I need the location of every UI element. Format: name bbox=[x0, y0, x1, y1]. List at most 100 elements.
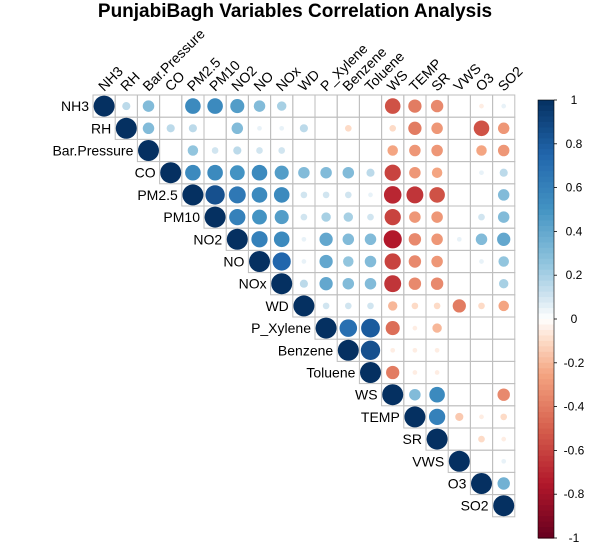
corr-circle-co-sr bbox=[431, 167, 443, 178]
corr-circle-co-no2 bbox=[229, 165, 245, 181]
legend-swatch bbox=[538, 351, 554, 358]
row-label-nh3: NH3 bbox=[61, 98, 89, 114]
corr-circle-wd-o3 bbox=[478, 302, 485, 310]
corr-circle-bar-pressure-pm10 bbox=[211, 147, 219, 154]
legend-swatch bbox=[538, 264, 554, 271]
column-labels: NH3RHBar.PressureCOPM2.5PM10NO2NONOxWDP_… bbox=[95, 25, 526, 94]
corr-circle-co-co bbox=[160, 162, 182, 184]
corr-circle-no2-wd bbox=[301, 236, 307, 242]
grid-cell bbox=[469, 316, 494, 340]
corr-circle-nh3-pm10 bbox=[207, 98, 223, 114]
legend-tick-label: -0.2 bbox=[564, 356, 585, 370]
corr-circle-co-o3 bbox=[479, 170, 484, 176]
grid-cell bbox=[469, 338, 494, 362]
row-label-bar-pressure: Bar.Pressure bbox=[52, 143, 133, 159]
row-label-nox: NOx bbox=[239, 276, 267, 292]
corr-circle-nh3-no2 bbox=[230, 99, 245, 114]
corr-circle-no2-benzene bbox=[342, 233, 355, 246]
corr-circle-nh3-o3 bbox=[479, 103, 484, 109]
corr-circle-co-toluene bbox=[366, 168, 375, 177]
legend-swatch bbox=[538, 357, 554, 364]
corr-circle-pm10-nox bbox=[274, 210, 289, 225]
legend-swatch bbox=[538, 406, 554, 413]
legend-swatch bbox=[538, 291, 554, 298]
corr-circle-p-xylene-benzene bbox=[339, 319, 358, 337]
grid-cell bbox=[492, 316, 516, 340]
corr-circle-no2-ws bbox=[383, 230, 402, 249]
corr-circle-co-nox bbox=[274, 165, 289, 180]
corr-circle-co-so2 bbox=[499, 168, 508, 177]
corr-circle-no-wd bbox=[301, 259, 307, 264]
corr-circle-rh-wd bbox=[299, 124, 308, 133]
corr-circle-nox-ws bbox=[384, 275, 402, 293]
legend-tick-label: -0.4 bbox=[564, 400, 585, 414]
legend-swatch bbox=[538, 275, 554, 282]
corr-circle-toluene-ws bbox=[386, 365, 400, 380]
corr-circle-pm2-5-temp bbox=[406, 186, 424, 204]
corr-circle-pm10-o3 bbox=[478, 213, 485, 221]
corr-circle-no2-sr bbox=[431, 233, 443, 246]
legend-swatch bbox=[538, 209, 554, 216]
row-label-toluene: Toluene bbox=[306, 365, 355, 381]
grid-cell bbox=[447, 360, 471, 385]
corr-circle-wd-wd bbox=[293, 295, 315, 317]
corr-circle-rh-nox bbox=[279, 125, 285, 131]
grid-cell bbox=[336, 138, 360, 163]
corr-circle-rh-pm2-5 bbox=[188, 124, 197, 133]
legend-swatch bbox=[538, 488, 554, 495]
row-label-so2: SO2 bbox=[461, 498, 489, 514]
corr-circle-pm2-5-no2 bbox=[228, 186, 246, 204]
corr-circle-no-p-xylene bbox=[319, 254, 333, 269]
legend-swatch bbox=[538, 417, 554, 424]
corr-circle-wd-p-xylene bbox=[322, 302, 330, 310]
legend-swatch bbox=[538, 132, 554, 139]
legend-swatch bbox=[538, 280, 554, 287]
legend-swatch bbox=[538, 455, 554, 462]
legend-tick-label: 0 bbox=[571, 312, 578, 326]
chart-title: PunjabiBagh Variables Correlation Analys… bbox=[98, 1, 492, 22]
corr-circle-benzene-sr bbox=[434, 347, 440, 353]
grid-cell bbox=[492, 360, 516, 385]
corr-circle-bar-pressure-ws bbox=[387, 145, 398, 156]
corr-circle-temp-sr bbox=[428, 408, 446, 426]
corr-circle-benzene-ws bbox=[390, 347, 396, 353]
corr-circle-no-sr bbox=[431, 255, 443, 268]
corr-circle-pm2-5-no bbox=[251, 187, 268, 203]
legend-swatch bbox=[538, 505, 554, 512]
legend-swatch bbox=[538, 472, 554, 479]
grid-cell bbox=[358, 116, 383, 140]
legend-swatch bbox=[538, 395, 554, 402]
legend-swatch bbox=[538, 532, 554, 539]
row-label-rh: RH bbox=[91, 120, 111, 136]
grid-cell bbox=[469, 449, 494, 473]
corr-circle-p-xylene-sr bbox=[432, 323, 442, 333]
corr-circle-nox-sr bbox=[430, 277, 444, 290]
corr-circle-co-p-xylene bbox=[320, 166, 332, 179]
corr-circle-no2-vws bbox=[456, 236, 462, 242]
corr-circle-nox-toluene bbox=[364, 277, 377, 290]
grid-layer bbox=[92, 94, 516, 518]
grid-cell bbox=[492, 338, 516, 362]
grid-cell bbox=[336, 94, 360, 118]
corr-circle-bar-pressure-sr bbox=[431, 144, 443, 157]
legend-swatch bbox=[538, 165, 554, 172]
grid-cell bbox=[447, 383, 471, 407]
corr-circle-ws-sr bbox=[429, 386, 445, 403]
legend-swatch bbox=[538, 143, 554, 150]
legend-swatch bbox=[538, 329, 554, 337]
corr-circle-sr-so2 bbox=[501, 436, 507, 442]
legend-swatch bbox=[538, 105, 554, 112]
corr-circle-ws-so2 bbox=[497, 388, 510, 401]
corr-circle-toluene-temp bbox=[412, 370, 418, 375]
corr-circle-wd-benzene bbox=[344, 302, 352, 310]
corr-circle-bar-pressure-o3 bbox=[476, 145, 487, 156]
corr-circle-p-xylene-p-xylene bbox=[315, 317, 337, 339]
legend-swatch bbox=[538, 450, 554, 457]
col-label-so2: SO2 bbox=[495, 63, 526, 94]
corr-circle-pm10-no2 bbox=[229, 208, 246, 226]
grid-cell bbox=[447, 94, 471, 118]
corr-circle-no-so2 bbox=[498, 256, 509, 267]
corr-circle-nh3-nh3 bbox=[93, 95, 115, 117]
legend-swatch bbox=[538, 127, 554, 134]
